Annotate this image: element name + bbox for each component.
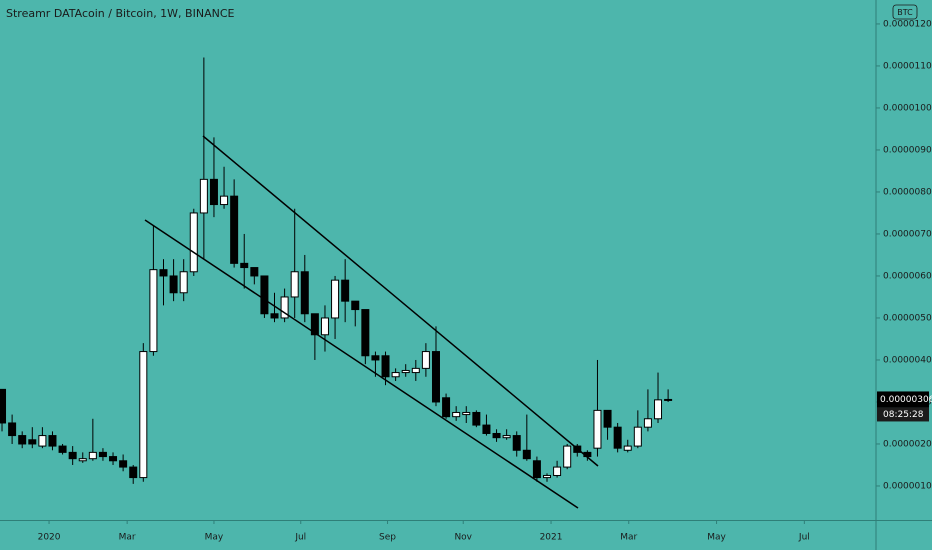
y-tick-label: 0.00000400: [883, 355, 932, 365]
x-tick-label: Jul: [798, 533, 810, 543]
y-tick-label: 0.00000800: [883, 187, 932, 197]
candle-body: [270, 313, 279, 319]
candle-body: [341, 279, 350, 302]
candle-body: [58, 445, 67, 453]
candle-body: [119, 460, 128, 468]
candle-body: [280, 296, 289, 319]
candle-body: [48, 435, 57, 447]
candle-body: [351, 300, 360, 311]
candle-body: [381, 355, 390, 378]
candle-body: [593, 409, 602, 449]
x-tick-label: Mar: [119, 533, 136, 543]
candle-body: [109, 456, 118, 462]
candle-body: [260, 275, 269, 315]
candle-body: [199, 178, 208, 214]
y-tick-label: 0.00000700: [883, 229, 932, 239]
x-tick-label: Mar: [620, 533, 637, 543]
candle-body: [522, 449, 531, 460]
candle-body: [290, 271, 299, 298]
candle-body: [664, 398, 673, 401]
candle-body: [442, 397, 451, 418]
candle-body: [28, 439, 37, 445]
candle-body: [411, 367, 420, 374]
candle-body: [603, 409, 612, 428]
chart-title: Streamr DATAcoin / Bitcoin, 1W, BINANCE: [6, 7, 235, 20]
candle-body: [8, 422, 17, 437]
candle-body: [401, 369, 410, 374]
candle-body: [0, 388, 7, 424]
candle-body: [543, 474, 552, 479]
candle-body: [492, 432, 501, 439]
candle-body: [532, 460, 541, 479]
candle-body: [482, 424, 491, 434]
lower-trend-line: [144, 219, 579, 509]
candle-body: [452, 411, 461, 418]
x-tick-label: May: [205, 533, 224, 543]
x-tick-label: Nov: [454, 533, 472, 543]
candle-body: [361, 309, 370, 357]
candle-body: [623, 445, 632, 451]
candle-body: [431, 351, 440, 403]
candles: [0, 57, 673, 484]
x-tick-label: Jul: [294, 533, 306, 543]
candle-body: [391, 372, 400, 378]
candle-body: [159, 269, 168, 277]
candle-body: [230, 195, 239, 264]
candle-body: [68, 451, 77, 460]
countdown-label: 08:25:28: [883, 410, 924, 420]
currency-badge[interactable]: [892, 4, 918, 20]
y-tick-label: 0.00001200: [883, 19, 932, 29]
candle-body: [553, 466, 562, 476]
candle-body: [421, 351, 430, 369]
candle-body: [371, 355, 380, 361]
candle-body: [88, 451, 97, 460]
candle-body: [18, 435, 27, 445]
countdown-box: [877, 407, 929, 422]
candle-body: [189, 212, 198, 273]
x-tick-label: Sep: [379, 533, 396, 543]
last-price-box: [877, 391, 929, 408]
candle-body: [300, 271, 309, 315]
candle-body: [98, 451, 107, 458]
candle-body: [320, 317, 329, 336]
candle-body: [139, 351, 148, 479]
currency-badge-text: BTC: [897, 8, 913, 17]
candle-body: [633, 426, 642, 447]
candle-body: [169, 275, 178, 294]
y-tick-label: 0.00000900: [883, 145, 932, 155]
candle-body: [209, 178, 218, 206]
candle-body: [502, 435, 511, 439]
last-price: 0.00000306 08:25:28: [877, 391, 932, 422]
x-tick-label: 2021: [540, 533, 563, 543]
candle-body: [310, 313, 319, 336]
candle-body: [220, 195, 229, 206]
y-tick-label: 0.00000200: [883, 439, 932, 449]
y-tick-label: 0.00000600: [883, 271, 932, 281]
y-tick-label: 0.00000500: [883, 313, 932, 323]
y-tick-label: 0.00001100: [883, 61, 932, 71]
candle-body: [149, 269, 158, 353]
candle-body: [179, 271, 188, 294]
candle-body: [129, 466, 138, 479]
candle-body: [472, 411, 481, 426]
candle-body: [78, 458, 87, 462]
candle-body: [654, 399, 663, 420]
candle-body: [38, 435, 47, 447]
upper-trend-line: [202, 135, 599, 467]
y-tick-label: 0.00000100: [883, 481, 932, 491]
candle-body: [563, 445, 572, 468]
candle-body: [240, 262, 249, 269]
candle-body: [331, 279, 340, 319]
candle-body: [512, 435, 521, 451]
candle-body: [643, 418, 652, 428]
last-price-label: 0.00000306: [880, 395, 932, 405]
candle-body: [250, 267, 259, 277]
y-tick-label: 0.00001000: [883, 103, 932, 113]
candle-body: [462, 411, 471, 416]
x-tick-label: 2020: [38, 533, 61, 543]
candle-body: [613, 426, 622, 449]
x-tick-label: May: [707, 533, 726, 543]
